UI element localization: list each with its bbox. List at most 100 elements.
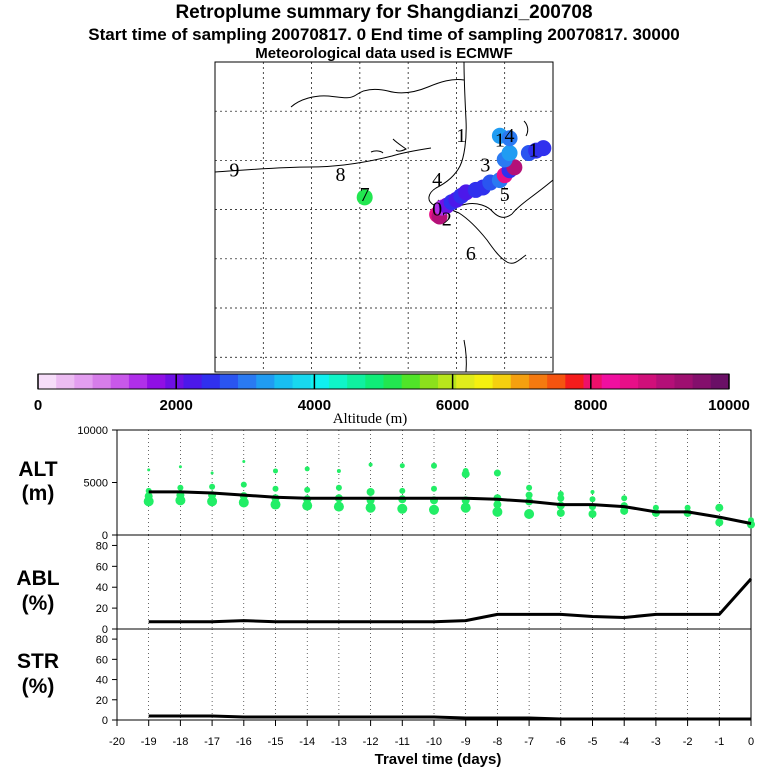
altitude-point bbox=[429, 504, 439, 515]
colorbar-cell bbox=[419, 374, 439, 389]
x-tick-label: -14 bbox=[299, 736, 315, 748]
travel-time-axis-label: Travel time (days) bbox=[375, 751, 502, 768]
altitude-point bbox=[431, 485, 437, 492]
x-tick-label: -18 bbox=[172, 736, 188, 748]
x-tick-label: -7 bbox=[524, 736, 534, 748]
altitude-point bbox=[525, 491, 533, 499]
y-tick-label: 80 bbox=[96, 540, 108, 552]
colorbar-cell bbox=[38, 374, 57, 389]
y-tick-label: 40 bbox=[96, 582, 108, 594]
altitude-point bbox=[621, 495, 628, 502]
coastline-north bbox=[290, 79, 465, 108]
x-tick-label: -19 bbox=[141, 736, 157, 748]
colorbar-cell bbox=[274, 374, 293, 389]
y-tick-label: 0 bbox=[102, 530, 108, 542]
meteorological-data-note: Meteorological data used is ECMWF bbox=[255, 45, 513, 62]
colorbar-cell bbox=[710, 374, 730, 389]
altitude-point bbox=[684, 504, 691, 511]
coastline-island bbox=[370, 150, 384, 154]
y-tick-label: 5000 bbox=[84, 478, 108, 490]
day-label: 1 bbox=[495, 130, 505, 152]
x-tick-label: -3 bbox=[651, 736, 661, 748]
colorbar-cell bbox=[601, 374, 621, 389]
altitude-colorbar: 0 2000 4000 6000 8000 10000 Altitude (m) bbox=[34, 373, 750, 427]
colorbar-cell bbox=[492, 374, 512, 389]
colorbar-cell bbox=[292, 374, 312, 389]
mean-line bbox=[148, 490, 752, 525]
colorbar-cell bbox=[147, 374, 166, 389]
day-label: 4 bbox=[505, 125, 515, 147]
altitude-point bbox=[242, 460, 246, 463]
colorbar-tick-label: 10000 bbox=[708, 397, 750, 414]
altitude-point bbox=[588, 510, 597, 518]
colorbar-cell bbox=[401, 374, 421, 389]
altitude-point bbox=[397, 503, 408, 514]
altitude-point bbox=[147, 468, 151, 472]
colorbar-cell bbox=[92, 374, 112, 389]
y-tick-label: 20 bbox=[96, 695, 108, 707]
colorbar-cell bbox=[219, 374, 239, 389]
day-label: 6 bbox=[466, 243, 476, 265]
colorbar-tick-label: 4000 bbox=[298, 397, 331, 414]
trajectory-point bbox=[535, 140, 552, 157]
x-tick-label: -8 bbox=[493, 736, 503, 748]
colorbar-cell bbox=[310, 374, 330, 389]
altitude-point bbox=[335, 484, 342, 491]
altitude-point bbox=[304, 486, 311, 493]
x-tick-label: -1 bbox=[714, 736, 724, 748]
colorbar-cell bbox=[474, 374, 494, 389]
coastline-east-island bbox=[523, 120, 529, 137]
panel-unit: (%) bbox=[22, 675, 55, 698]
mean-line bbox=[148, 714, 751, 721]
day-label: 1 bbox=[529, 140, 539, 162]
altitude-point bbox=[715, 503, 724, 512]
day-label: 9 bbox=[229, 159, 239, 181]
altitude-point bbox=[240, 481, 247, 488]
colorbar-cell bbox=[692, 374, 712, 389]
colorbar-cell bbox=[365, 374, 384, 389]
trajectory-point bbox=[501, 130, 518, 147]
colorbar-cell bbox=[256, 374, 275, 389]
colorbar-tick-label: 0 bbox=[34, 397, 42, 414]
travel-time-axis: -20 -19 -18 -17 -16 -15 -14 -13 -12 -11 -10 -9 -8 -7-… bbox=[109, 720, 754, 768]
sampling-time-subtitle: Start time of sampling 20070817. 0 End t… bbox=[88, 25, 680, 44]
trajectory-point bbox=[501, 145, 518, 162]
y-tick-label: 80 bbox=[96, 634, 108, 646]
altitude-point bbox=[493, 500, 502, 509]
colorbar-tick-label: 6000 bbox=[436, 397, 469, 414]
panel-abl: 80 60 40 20 0 ABL(%) bbox=[16, 534, 753, 636]
colorbar-cell bbox=[183, 374, 203, 389]
altitude-point bbox=[209, 483, 216, 490]
mean-line bbox=[148, 577, 753, 624]
day-label: 7 bbox=[360, 184, 370, 206]
panel-title: STR bbox=[17, 650, 59, 673]
panel-alt: 10000 5000 0 ALT(m) bbox=[18, 425, 755, 542]
y-tick-label: 10000 bbox=[77, 425, 108, 437]
altitude-point bbox=[238, 497, 249, 508]
y-tick-label: 0 bbox=[102, 624, 108, 636]
altitude-point bbox=[652, 504, 659, 511]
x-tick-label: -9 bbox=[461, 736, 471, 748]
colorbar-cells bbox=[38, 374, 730, 389]
trajectory-point bbox=[356, 189, 373, 206]
altitude-point bbox=[557, 494, 565, 502]
coastline-south bbox=[463, 339, 467, 373]
altitude-point bbox=[589, 496, 596, 503]
colorbar-cell bbox=[328, 374, 348, 389]
altitude-point bbox=[270, 499, 281, 510]
day-label: 8 bbox=[336, 164, 346, 186]
altitude-point bbox=[715, 518, 724, 527]
colorbar-cell bbox=[238, 374, 257, 389]
x-tick-label: -2 bbox=[683, 736, 693, 748]
altitude-point bbox=[144, 492, 153, 501]
colorbar-cell bbox=[56, 374, 75, 389]
x-tick-label: -5 bbox=[588, 736, 598, 748]
altitude-point bbox=[620, 506, 629, 515]
altitude-point bbox=[366, 487, 375, 496]
colorbar-label: Altitude (m) bbox=[333, 411, 408, 427]
y-tick-label: 0 bbox=[102, 715, 108, 727]
altitude-point bbox=[177, 484, 184, 491]
x-tick-label: -10 bbox=[426, 736, 442, 748]
altitude-point bbox=[526, 484, 533, 491]
